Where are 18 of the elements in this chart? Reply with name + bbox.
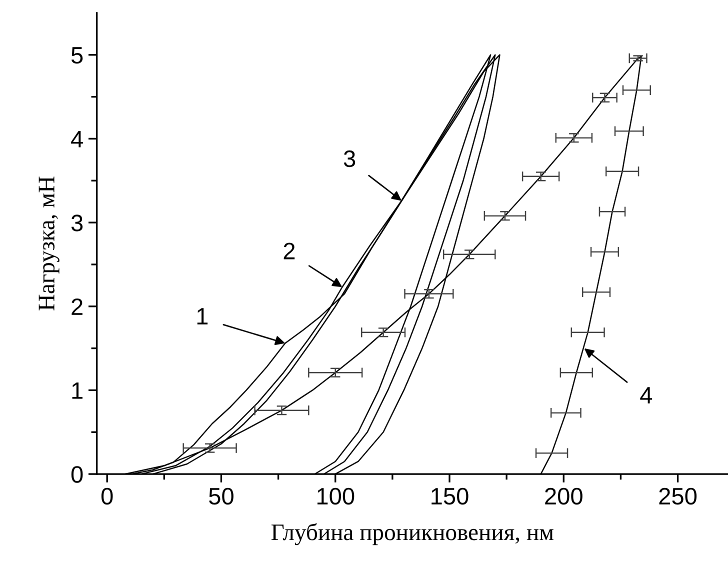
x-tick-label: 50	[209, 488, 234, 505]
y-tick-label: 0	[71, 466, 83, 483]
x-tick-label: 250	[659, 488, 697, 505]
x-tick-label: 100	[317, 488, 354, 505]
annotation: 4	[640, 387, 652, 404]
y-tick-label: 3	[71, 214, 83, 232]
x-tick-label: 150	[432, 488, 468, 505]
y-tick-label: 1	[72, 382, 82, 399]
x-axis-title: Глубина проникновения, нм	[271, 523, 554, 546]
x-tick-label: 0	[101, 488, 113, 505]
y-tick-label: 4	[71, 131, 83, 148]
annotation: 1	[197, 308, 208, 324]
annotation: 3	[344, 150, 356, 168]
y-tick-label: 2	[72, 298, 82, 315]
x-tick-label: 200	[545, 488, 582, 505]
y-tick-label: 5	[71, 47, 83, 64]
y-axis-title: Нагрузка, мН	[38, 176, 60, 310]
annotation: 2	[284, 242, 295, 260]
